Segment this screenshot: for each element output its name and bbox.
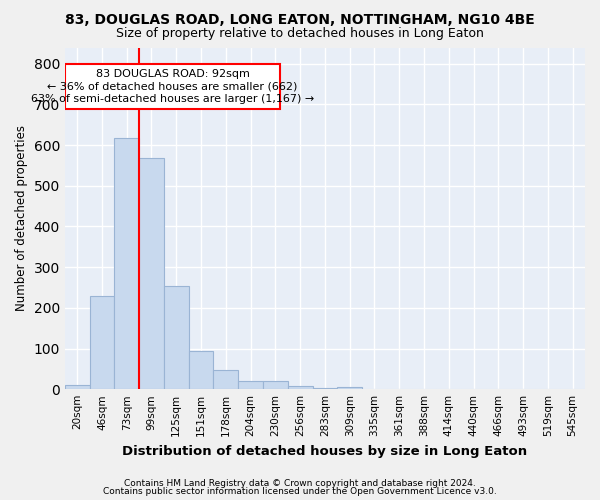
Bar — [188, 350, 214, 389]
Bar — [65, 64, 280, 110]
Bar — [288, 386, 313, 389]
Text: Size of property relative to detached houses in Long Eaton: Size of property relative to detached ho… — [116, 28, 484, 40]
Y-axis label: Number of detached properties: Number of detached properties — [15, 126, 28, 312]
Bar — [89, 296, 115, 389]
Text: 63% of semi-detached houses are larger (1,167) →: 63% of semi-detached houses are larger (… — [31, 94, 314, 104]
Bar — [65, 385, 89, 389]
Bar — [313, 388, 337, 389]
Text: ← 36% of detached houses are smaller (662): ← 36% of detached houses are smaller (66… — [47, 82, 298, 92]
X-axis label: Distribution of detached houses by size in Long Eaton: Distribution of detached houses by size … — [122, 444, 527, 458]
Bar — [337, 387, 362, 389]
Text: 83, DOUGLAS ROAD, LONG EATON, NOTTINGHAM, NG10 4BE: 83, DOUGLAS ROAD, LONG EATON, NOTTINGHAM… — [65, 12, 535, 26]
Text: 83 DOUGLAS ROAD: 92sqm: 83 DOUGLAS ROAD: 92sqm — [95, 69, 250, 79]
Bar — [238, 381, 263, 389]
Bar — [139, 158, 164, 389]
Bar — [164, 286, 188, 389]
Text: Contains public sector information licensed under the Open Government Licence v3: Contains public sector information licen… — [103, 487, 497, 496]
Bar — [115, 138, 139, 389]
Text: Contains HM Land Registry data © Crown copyright and database right 2024.: Contains HM Land Registry data © Crown c… — [124, 478, 476, 488]
Bar — [263, 381, 288, 389]
Bar — [214, 370, 238, 389]
